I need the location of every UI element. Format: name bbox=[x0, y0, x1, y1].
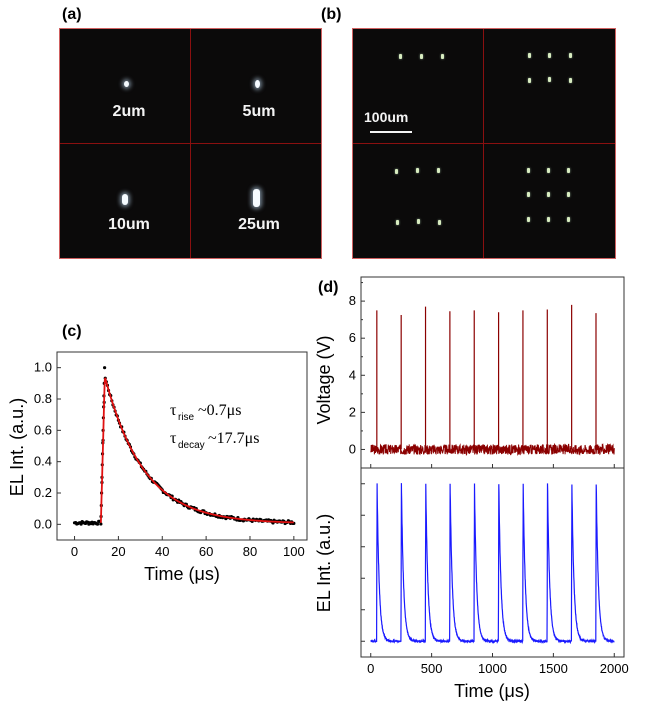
led-dot bbox=[547, 168, 550, 173]
size-label-10um: 10um bbox=[108, 216, 150, 233]
led-dot bbox=[438, 220, 441, 225]
led-dot bbox=[547, 192, 550, 197]
led-dot bbox=[527, 192, 530, 197]
emission-spot-25um bbox=[253, 189, 260, 207]
tau-decay-subscript: decay bbox=[178, 440, 205, 451]
scale-bar bbox=[370, 131, 412, 133]
grid-divider-horizontal bbox=[60, 143, 321, 144]
emission-spot-5um bbox=[255, 80, 260, 88]
panel-b-label: (b) bbox=[321, 6, 342, 23]
x-tick-label: 500 bbox=[421, 661, 443, 676]
y-tick-label: 0 bbox=[349, 441, 356, 456]
led-dot bbox=[441, 54, 444, 59]
data-point bbox=[79, 522, 83, 526]
x-tick-label: 80 bbox=[243, 544, 257, 559]
data-point bbox=[95, 522, 100, 526]
x-tick-label: 1500 bbox=[539, 661, 568, 676]
emission-spot-2um bbox=[124, 81, 129, 87]
tau-symbol: τ bbox=[170, 402, 177, 419]
led-dot bbox=[569, 78, 572, 83]
size-label-25um: 25um bbox=[238, 216, 280, 233]
panel-a-label: (a) bbox=[62, 6, 82, 23]
svg-text:τ: τ bbox=[170, 430, 177, 447]
panel-b-micrographs: 100um bbox=[352, 28, 616, 259]
plot-frame bbox=[56, 351, 308, 541]
x-tick-label: 60 bbox=[199, 544, 213, 559]
led-dot bbox=[399, 54, 402, 59]
size-label-5um: 5um bbox=[242, 103, 276, 120]
y-axis-title-voltage: Voltage (V) bbox=[314, 335, 334, 424]
led-dot bbox=[567, 192, 570, 197]
x-tick-label: 0 bbox=[367, 661, 374, 676]
y-tick-label: 6 bbox=[349, 330, 356, 345]
fit-curve bbox=[100, 377, 294, 524]
led-dot bbox=[547, 217, 550, 222]
led-dot bbox=[527, 217, 530, 222]
led-dot bbox=[569, 53, 572, 58]
x-tick-label: 40 bbox=[155, 544, 169, 559]
y-tick-label: 0.8 bbox=[34, 391, 52, 406]
led-dot bbox=[567, 168, 570, 173]
y-tick-label: 0.4 bbox=[34, 454, 52, 469]
led-dot bbox=[567, 217, 570, 222]
led-dot bbox=[527, 168, 530, 173]
svg-text:τ: τ bbox=[170, 402, 177, 419]
tau-rise-value: ~0.7μs bbox=[198, 402, 241, 419]
led-dot bbox=[396, 220, 399, 225]
x-tick-label: 1000 bbox=[478, 661, 507, 676]
led-dot bbox=[420, 54, 423, 59]
data-point bbox=[103, 366, 107, 370]
scale-bar-label: 100um bbox=[364, 109, 409, 125]
size-label-2um: 2um bbox=[112, 103, 146, 120]
y-axis-title-el: EL Int. (a.u.) bbox=[314, 514, 334, 612]
led-dot bbox=[395, 169, 398, 174]
panel-d-label: (d) bbox=[318, 279, 339, 296]
y-tick-label: 8 bbox=[349, 293, 356, 308]
el-trace bbox=[370, 483, 615, 645]
y-tick-label: 0.0 bbox=[34, 516, 52, 531]
x-tick-label: 20 bbox=[111, 544, 125, 559]
y-tick-label: 1.0 bbox=[34, 360, 52, 375]
y-tick-label: 0.6 bbox=[34, 422, 52, 437]
x-tick-label: 0 bbox=[71, 544, 78, 559]
data-point bbox=[99, 522, 103, 526]
y-tick-label: 0.2 bbox=[34, 485, 52, 500]
led-dot bbox=[548, 77, 551, 82]
led-dot bbox=[437, 168, 440, 173]
tau-decay-value: ~17.7μs bbox=[208, 430, 259, 447]
chart-d: 0 2 4 6 8 0 500 1000 1500 2000 Voltage (V) EL In… bbox=[314, 276, 629, 701]
panel-c-label: (c) bbox=[62, 323, 82, 340]
led-dot bbox=[528, 53, 531, 58]
voltage-trace bbox=[370, 442, 615, 457]
tau-symbol: τ bbox=[170, 430, 177, 447]
y-axis-title: EL Int. (a.u.) bbox=[7, 398, 27, 496]
led-dot bbox=[528, 78, 531, 83]
chart-c: 0.0 0.2 0.4 0.6 0.8 1.0 0 20 40 60 80 100 EL Int. … bbox=[7, 351, 308, 584]
led-dot bbox=[417, 219, 420, 224]
grid-divider-horizontal bbox=[353, 143, 615, 144]
x-tick-label: 100 bbox=[283, 544, 305, 559]
y-tick-label: 2 bbox=[349, 404, 356, 419]
x-axis-title: Time (μs) bbox=[144, 564, 220, 584]
x-tick-label: 2000 bbox=[600, 661, 629, 676]
y-tick-label: 4 bbox=[349, 367, 356, 382]
led-dot bbox=[416, 168, 419, 173]
tau-rise-subscript: rise bbox=[178, 412, 195, 423]
emission-spot-10um bbox=[122, 194, 128, 205]
panel-a-micrographs: 2um 5um 10um 25um bbox=[59, 28, 322, 259]
x-axis-title: Time (μs) bbox=[454, 681, 530, 701]
led-dot bbox=[548, 53, 551, 58]
